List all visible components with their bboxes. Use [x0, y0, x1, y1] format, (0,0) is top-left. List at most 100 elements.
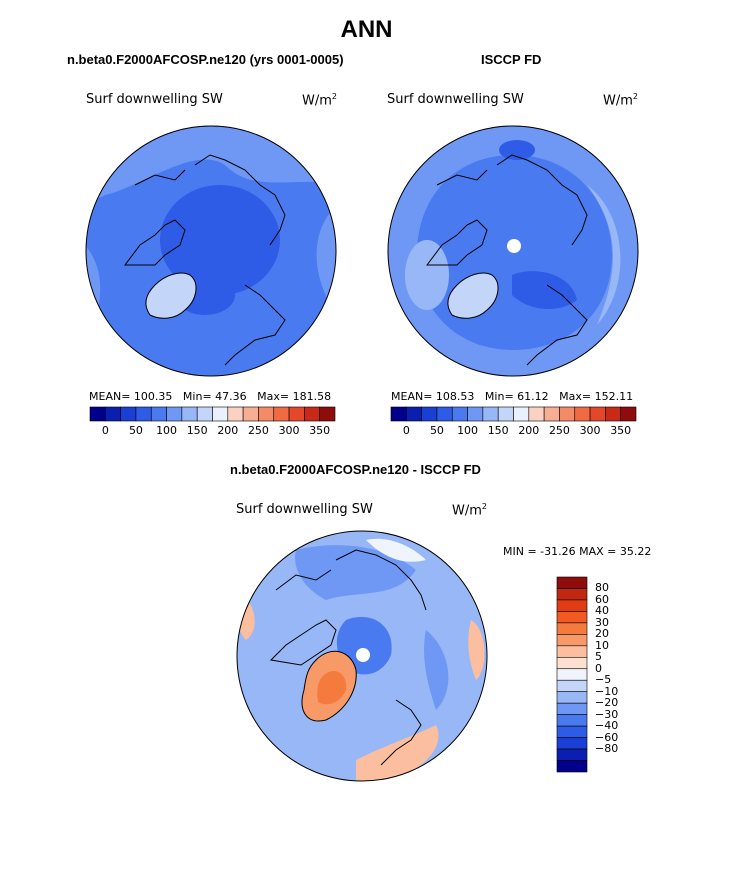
panel3-colorbar-label: −10 — [595, 684, 619, 698]
panel2-polar-map — [387, 125, 639, 377]
panel3-eurasia-coast — [380, 699, 422, 766]
panel2-colorbar-box — [574, 406, 591, 422]
panel3-warm-east — [468, 620, 485, 680]
panel3-greenland-hot-core — [317, 670, 347, 705]
panel3-warm-southeast — [356, 725, 439, 781]
panel1-colorbar-box — [258, 406, 275, 422]
panel2-colorbar-box — [559, 406, 576, 422]
panel3-colorbar-box — [556, 760, 588, 773]
panel1-light-field-north — [86, 126, 336, 205]
panel3-siberia-coast — [335, 549, 427, 611]
panel2-colorbar-box — [528, 406, 545, 422]
panel2-eurasia-coast — [526, 284, 588, 366]
panel1-greenland — [145, 272, 197, 319]
panel3-colorbar-box — [556, 576, 588, 589]
panel1-colorbar-box — [273, 406, 290, 422]
panel3-colorbar-box — [556, 611, 588, 624]
panel3-units: W/m2 — [452, 502, 487, 519]
panel1-colorbar — [89, 406, 336, 422]
panel3-colorbar-label: 80 — [595, 581, 609, 595]
panel3-colorbar-box — [556, 691, 588, 704]
panel3-colorbar-box — [556, 748, 588, 761]
panel2-colorbar-tick-label: 0 — [402, 424, 410, 437]
panel2-colorbar-tick-label: 350 — [610, 424, 632, 437]
panel1-colorbar-box — [227, 406, 244, 422]
panel3-colorbar-labels: 80 60 40 30 20 10 5 0 −5 −10 −20 −30 −40 −60 −80 — [595, 577, 635, 772]
panel3-mid-blue-east — [424, 630, 449, 710]
panel2-colorbar-box — [605, 406, 621, 422]
panel2-siberia-coast — [496, 154, 588, 246]
panel2-stats: MEAN= 108.53 Min= 61.12 Max= 152.11 — [391, 390, 634, 403]
panel2-colorbar-box — [451, 406, 468, 422]
panel3-case-title: n.beta0.F2000AFCOSP.ne120 - ISCCP FD — [230, 462, 481, 477]
panel1-colorbar-box — [196, 406, 213, 422]
panel1-colorbar-tick-label: 50 — [128, 424, 143, 437]
panel3-colorbar — [556, 576, 588, 773]
panel1-colorbar-tick-label: 200 — [217, 424, 239, 437]
panel1-colorbar-box — [288, 406, 305, 422]
panel3-colorbar-label: 60 — [595, 592, 609, 606]
panel2-colorbar-tick-label: 250 — [548, 424, 570, 437]
panel2-colorbar-box — [497, 406, 514, 422]
panel3-variable-label: Surf downwelling SW — [236, 502, 373, 517]
panel2-colorbar-box — [589, 406, 606, 422]
panel2-deep-patch-north — [499, 140, 535, 160]
panel3-white-north — [366, 538, 426, 562]
panel1-colorbar-tick-label: 150 — [186, 424, 208, 437]
panel1-canada-coast — [124, 219, 186, 266]
panel2-colorbar-tick-label: 50 — [429, 424, 444, 437]
panel2-greenland — [447, 272, 499, 319]
panel3-colorbar-box — [556, 725, 588, 738]
panel2-colorbar-tick-label: 150 — [487, 424, 509, 437]
panel3-mid-blue-north — [295, 545, 416, 600]
panel3-pole-missing-data — [356, 648, 370, 662]
panel2-colorbar-ticks: 0 50 100 150 200 250 300 350 — [391, 424, 636, 438]
panel1-colorbar-box — [120, 406, 137, 422]
panel2-colorbar-box — [390, 406, 407, 422]
panel3-colorbar-label: 10 — [595, 638, 609, 652]
panel3-colorbar-box — [556, 737, 588, 750]
panel1-polar-map — [85, 125, 337, 377]
panel1-colorbar-ticks: 0 50 100 150 200 250 300 350 — [90, 424, 335, 438]
panel1-alaska-coast — [134, 169, 186, 186]
panel1-eurasia-coast — [224, 284, 286, 366]
panel3-colorbar-label: 30 — [595, 615, 609, 629]
panel3-colorbar-box — [556, 645, 588, 658]
panel2-colorbar-box — [406, 406, 422, 422]
panel2-colorbar-tick-label: 300 — [579, 424, 601, 437]
panel3-colorbar-box — [556, 656, 588, 670]
panel2-pale-field-east — [587, 185, 621, 325]
panel2-colorbar-tick-label: 200 — [518, 424, 540, 437]
panel3-colorbar-box — [556, 634, 588, 647]
panel2-canada-coast — [426, 219, 488, 266]
panel1-units: W/m2 — [302, 92, 337, 109]
panel1-colorbar-tick-label: 100 — [156, 424, 178, 437]
panel3-colorbar-label: −80 — [595, 742, 619, 756]
panel1-variable-label: Surf downwelling SW — [86, 92, 223, 107]
panel3-canada-coast — [269, 619, 337, 666]
panel1-colorbar-tick-label: 0 — [101, 424, 109, 437]
panel3-colorbar-label: 40 — [595, 604, 609, 618]
panel1-stats: MEAN= 100.35 Min= 47.36 Max= 181.58 — [89, 390, 332, 403]
panel1-case-title: n.beta0.F2000AFCOSP.ne120 (yrs 0001-0005… — [67, 52, 344, 67]
panel1-deep-core — [160, 185, 280, 295]
panel3-colorbar-label: 20 — [595, 627, 609, 641]
panel1-colorbar-box — [166, 406, 183, 422]
panel2-colorbar-box — [467, 406, 484, 422]
main-title: ANN — [340, 16, 393, 43]
panel3-colorbar-box — [556, 588, 588, 601]
panel3-colorbar-box — [556, 679, 588, 693]
panel1-colorbar-box — [105, 406, 121, 422]
panel1-colorbar-box — [304, 406, 320, 422]
panel3-colorbar-label: −60 — [595, 730, 619, 744]
panel3-colorbar-label: −5 — [595, 673, 612, 687]
panel2-colorbar-box — [620, 406, 637, 422]
panel3-polar-map — [236, 530, 488, 782]
panel1-colorbar-tick-label: 300 — [278, 424, 300, 437]
panel2-variable-label: Surf downwelling SW — [387, 92, 524, 107]
panel3-colorbar-box — [556, 702, 588, 715]
panel1-colorbar-box — [212, 406, 229, 422]
panel3-colorbar-box — [556, 714, 588, 727]
panel1-colorbar-tick-label: 250 — [247, 424, 269, 437]
panel2-colorbar-box — [436, 406, 453, 422]
